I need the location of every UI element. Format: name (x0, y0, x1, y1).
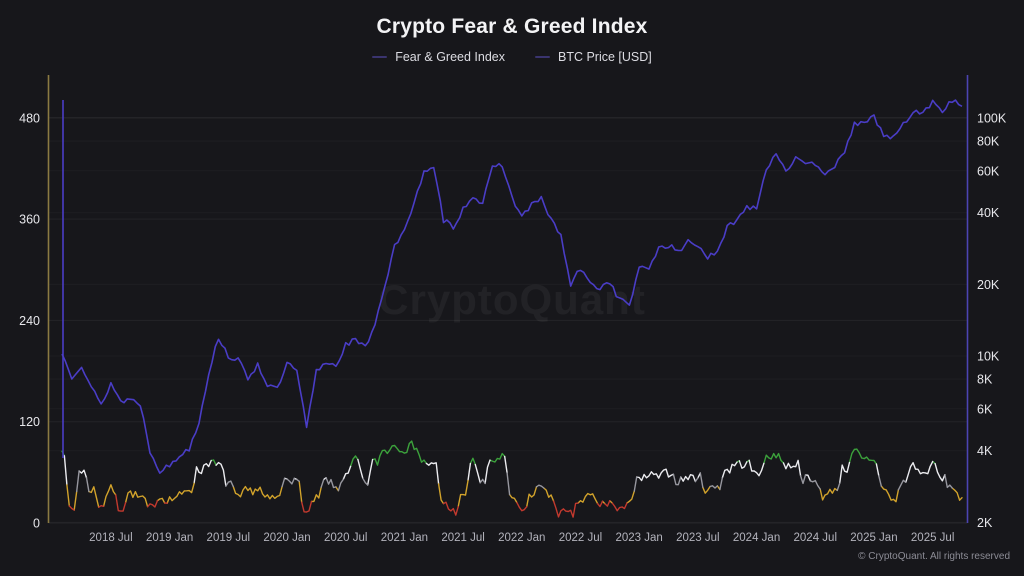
line-marker-icon (535, 55, 550, 59)
fear-greed-line (61, 440, 936, 468)
x-axis-tick-label: 2023 Jan (616, 532, 663, 544)
legend: Fear & Greed Index BTC Price [USD] (0, 50, 1024, 64)
line-marker-icon (372, 55, 388, 59)
right-axis-tick-label: 20K (977, 278, 1000, 292)
right-axis-tick-label: 4K (977, 444, 993, 458)
x-axis-tick-label: 2019 Jan (146, 532, 193, 544)
copyright: © CryptoQuant. All rights reserved (858, 551, 1010, 562)
x-axis-tick-label: 2020 Jan (263, 532, 310, 544)
right-axis-tick-label: 80K (977, 135, 1000, 149)
fear-greed-line (66, 479, 963, 511)
legend-item-fear-greed-index[interactable]: Fear & Greed Index (372, 50, 505, 64)
right-axis-tick-label: 10K (977, 350, 1000, 364)
x-axis-tick-label: 2022 Jul (559, 532, 602, 544)
right-axis-tick-label: 100K (977, 112, 1007, 126)
right-axis-tick-label: 8K (977, 373, 993, 387)
fear-greed-line (63, 455, 946, 487)
left-axis-tick-label: 0 (33, 517, 40, 531)
fear-greed-line (68, 494, 628, 518)
x-axis-tick-label: 2024 Jan (733, 532, 780, 544)
x-axis-tick-label: 2020 Jul (324, 532, 367, 544)
right-axis-tick-label: 60K (977, 164, 1000, 178)
legend-label-fear-greed-index: Fear & Greed Index (395, 50, 505, 64)
x-axis-tick-label: 2024 Jul (794, 532, 837, 544)
x-axis-tick-label: 2019 Jul (207, 532, 250, 544)
legend-label-btc-price: BTC Price [USD] (558, 50, 652, 64)
btc-price-line (61, 99, 963, 474)
legend-item-btc-price[interactable]: BTC Price [USD] (535, 50, 652, 64)
chart-title: Crypto Fear & Greed Index (376, 15, 648, 38)
left-axis-tick-label: 480 (19, 111, 40, 125)
right-axis-tick-label: 2K (977, 516, 993, 530)
x-axis-tick-label: 2018 Jul (89, 532, 132, 544)
fear-greed-line (76, 470, 953, 496)
x-axis-tick-label: 2023 Jul (676, 532, 719, 544)
x-axis-tick-label: 2021 Jan (381, 532, 428, 544)
left-axis-tick-label: 240 (19, 314, 40, 328)
x-axis-tick-label: 2025 Jul (911, 532, 954, 544)
x-axis-tick-label: 2022 Jan (498, 532, 545, 544)
right-axis-tick-label: 40K (977, 206, 1000, 220)
left-axis-tick-label: 120 (19, 415, 40, 429)
x-axis-tick-label: 2025 Jan (850, 532, 897, 544)
right-axis-tick-label: 6K (977, 402, 993, 416)
x-axis-tick-label: 2021 Jul (441, 532, 484, 544)
left-axis-tick-label: 360 (19, 213, 40, 227)
